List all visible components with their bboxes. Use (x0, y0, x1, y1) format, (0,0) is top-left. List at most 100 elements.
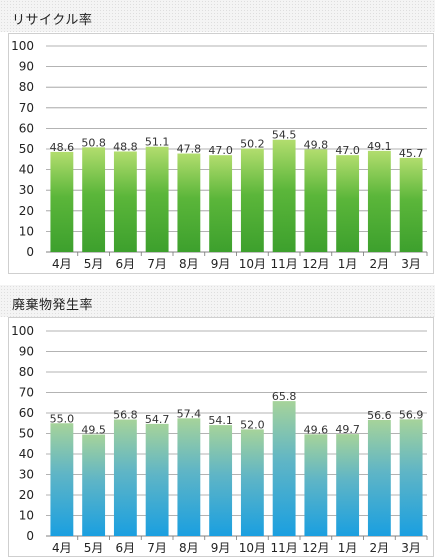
data-label: 49.6 (304, 423, 329, 436)
x-tick-label: 1月 (338, 257, 358, 271)
x-tick-label: 2月 (370, 257, 390, 271)
x-tick-label: 12月 (302, 541, 329, 555)
bar (336, 434, 360, 536)
x-tick-label: 5月 (84, 541, 104, 555)
bar (113, 419, 137, 536)
x-tick-label: 9月 (211, 257, 231, 271)
y-tick-label: 100 (11, 39, 34, 53)
data-label: 47.0 (335, 144, 360, 157)
data-label: 56.8 (113, 409, 138, 422)
data-label: 47.8 (177, 143, 202, 156)
waste-rate-title-bar: 廃棄物発生率 (0, 285, 435, 317)
y-tick-label: 90 (19, 60, 34, 74)
recycle-rate-title-bar: リサイクル率 (0, 0, 435, 32)
x-tick-label: 10月 (239, 541, 266, 555)
data-label: 45.7 (399, 147, 424, 160)
x-tick-label: 11月 (270, 257, 297, 271)
waste-rate-title: 廃棄物発生率 (12, 298, 94, 313)
data-label: 56.6 (367, 409, 392, 422)
bar (209, 425, 233, 536)
data-label: 49.7 (335, 423, 360, 436)
y-tick-label: 50 (19, 142, 34, 156)
data-label: 54.1 (208, 414, 233, 427)
x-tick-label: 8月 (179, 541, 199, 555)
bar (177, 418, 201, 536)
x-tick-label: 4月 (52, 541, 72, 555)
y-tick-label: 30 (19, 468, 34, 482)
recycle-rate-chart: 0 10 20 30 40 50 60 70 80 90 100 48.6 4月 50.8 5月 48.8 6月… (11, 39, 428, 271)
data-label: 48.6 (50, 141, 75, 154)
y-tick-label: 0 (26, 529, 34, 543)
bar (336, 155, 360, 252)
x-tick-label: 7月 (147, 257, 167, 271)
data-label: 47.0 (208, 144, 233, 157)
y-tick-label: 30 (19, 183, 34, 197)
x-tick-label: 4月 (52, 257, 72, 271)
y-tick-label: 70 (19, 101, 34, 115)
y-tick-label: 20 (19, 488, 34, 502)
data-label: 51.1 (145, 136, 170, 149)
x-tick-label: 2月 (370, 541, 390, 555)
bar (367, 419, 391, 536)
x-tick-label: 3月 (401, 257, 421, 271)
bar (145, 423, 169, 536)
data-label: 56.9 (399, 408, 424, 421)
bar (272, 139, 296, 252)
data-label: 49.8 (304, 138, 329, 151)
x-tick-label: 8月 (179, 257, 199, 271)
data-label: 54.7 (145, 413, 170, 426)
data-label: 55.0 (50, 412, 75, 425)
bar (82, 147, 106, 252)
data-label: 50.2 (240, 138, 265, 151)
data-label: 49.5 (81, 424, 106, 437)
bar (240, 148, 264, 252)
y-tick-label: 70 (19, 386, 34, 400)
data-label: 54.5 (272, 129, 297, 142)
waste-rate-chart: 0 10 20 30 40 50 60 70 80 90 100 55.0 4月 49.5 5月 56.8 6月… (11, 324, 428, 555)
bar (304, 434, 328, 536)
x-tick-label: 5月 (84, 257, 104, 271)
data-label: 57.4 (177, 407, 202, 420)
y-tick-label: 60 (19, 121, 34, 135)
y-tick-label: 60 (19, 406, 34, 420)
data-label: 48.8 (113, 140, 138, 153)
y-tick-label: 40 (19, 163, 34, 177)
y-tick-label: 10 (19, 509, 34, 523)
y-tick-label: 10 (19, 224, 34, 238)
data-label: 52.0 (240, 418, 265, 431)
bar (50, 151, 74, 252)
waste-rate-panel: 廃棄物発生率 0 10 20 30 40 50 60 70 80 90 100 55.0 4月 49.5 5… (0, 285, 435, 560)
bar (304, 149, 328, 252)
bar (399, 157, 423, 252)
bar (82, 434, 106, 536)
x-tick-label: 6月 (116, 257, 136, 271)
data-label: 49.1 (367, 140, 392, 153)
x-tick-label: 1月 (338, 541, 358, 555)
y-tick-label: 20 (19, 204, 34, 218)
bar (367, 150, 391, 252)
x-tick-label: 10月 (239, 257, 266, 271)
y-tick-label: 100 (11, 324, 34, 338)
bar (177, 153, 201, 252)
x-tick-label: 7月 (147, 541, 167, 555)
bar (240, 429, 264, 536)
bar (145, 146, 169, 252)
y-tick-label: 80 (19, 365, 34, 379)
bar (50, 423, 74, 536)
x-tick-label: 9月 (211, 541, 231, 555)
data-label: 50.8 (81, 136, 106, 149)
y-tick-label: 40 (19, 447, 34, 461)
bar (399, 419, 423, 536)
recycle-rate-title: リサイクル率 (12, 13, 93, 28)
x-tick-label: 11月 (270, 541, 297, 555)
y-tick-label: 80 (19, 80, 34, 94)
data-label: 65.8 (272, 390, 297, 403)
y-tick-label: 0 (26, 245, 34, 259)
y-tick-label: 50 (19, 427, 34, 441)
bar (209, 155, 233, 252)
recycle-rate-panel: リサイクル率 0 10 20 30 40 50 60 70 80 90 100 48.6 4月 50.8 5… (0, 0, 435, 274)
x-tick-label: 3月 (401, 541, 421, 555)
y-tick-label: 90 (19, 345, 34, 359)
x-tick-label: 6月 (116, 541, 136, 555)
bar (272, 401, 296, 536)
